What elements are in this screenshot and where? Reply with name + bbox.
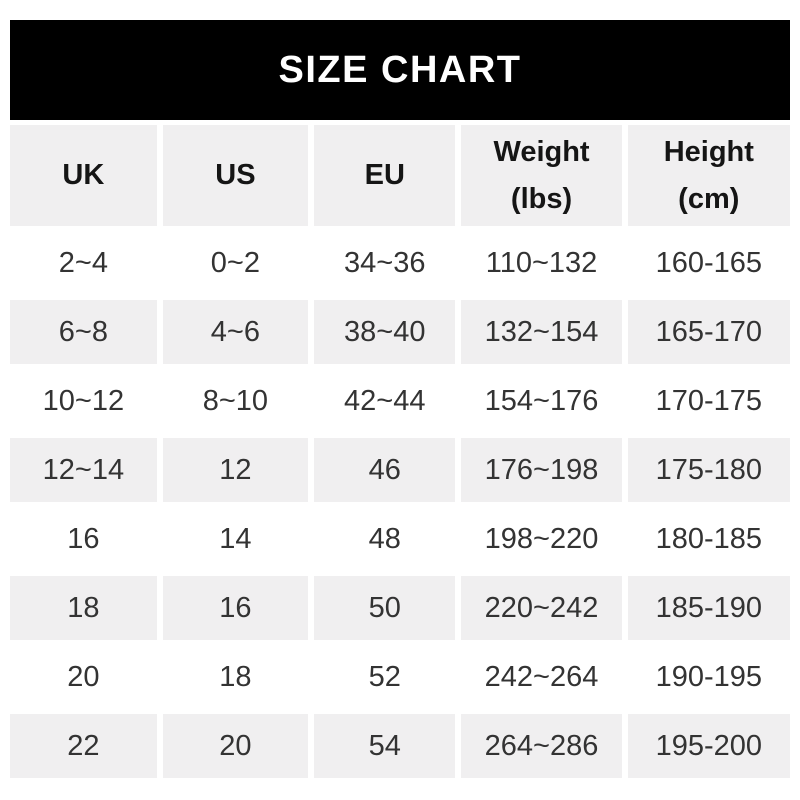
us-cell: 20 [156, 709, 312, 778]
col-header-height: Height (cm) [621, 125, 790, 229]
uk-cell: 20 [10, 640, 160, 712]
col-header-uk: UK [10, 125, 160, 229]
height-cell: 180-185 [621, 502, 790, 574]
us-cell: 4~6 [156, 295, 312, 367]
uk-cell: 18 [10, 571, 160, 643]
col-header-us: US [156, 125, 312, 229]
height-cell: 195-200 [621, 709, 790, 778]
us-cell: 0~2 [156, 226, 312, 298]
col-header-weight: Weight (lbs) [455, 125, 625, 229]
uk-cell: 22 [10, 709, 160, 778]
weight-cell: 132~154 [455, 295, 625, 367]
eu-cell: 42~44 [308, 364, 459, 436]
table-row: 18 16 50 220~242 185-190 [10, 571, 790, 643]
us-cell: 12 [156, 433, 312, 505]
uk-cell: 16 [10, 502, 160, 574]
weight-cell: 242~264 [455, 640, 625, 712]
us-cell: 8~10 [156, 364, 312, 436]
header-row: UK US EU Weight (lbs) Height (cm) [10, 125, 790, 229]
weight-cell: 264~286 [455, 709, 625, 778]
weight-cell: 110~132 [455, 226, 625, 298]
uk-cell: 10~12 [10, 364, 160, 436]
table-row: 16 14 48 198~220 180-185 [10, 502, 790, 574]
us-cell: 14 [156, 502, 312, 574]
height-cell: 175-180 [621, 433, 790, 505]
title-banner: SIZE CHART [10, 20, 790, 120]
table-row: 10~12 8~10 42~44 154~176 170-175 [10, 364, 790, 436]
us-cell: 18 [156, 640, 312, 712]
weight-cell: 220~242 [455, 571, 625, 643]
table-row: 12~14 12 46 176~198 175-180 [10, 433, 790, 505]
table-row: 20 18 52 242~264 190-195 [10, 640, 790, 712]
height-cell: 170-175 [621, 364, 790, 436]
uk-cell: 6~8 [10, 295, 160, 367]
eu-cell: 38~40 [308, 295, 459, 367]
weight-cell: 154~176 [455, 364, 625, 436]
eu-cell: 52 [308, 640, 459, 712]
weight-cell: 176~198 [455, 433, 625, 505]
height-cell: 190-195 [621, 640, 790, 712]
us-cell: 16 [156, 571, 312, 643]
col-header-eu: EU [308, 125, 459, 229]
weight-cell: 198~220 [455, 502, 625, 574]
eu-cell: 48 [308, 502, 459, 574]
eu-cell: 54 [308, 709, 459, 778]
table-row: 2~4 0~2 34~36 110~132 160-165 [10, 226, 790, 298]
table-row: 6~8 4~6 38~40 132~154 165-170 [10, 295, 790, 367]
eu-cell: 34~36 [308, 226, 459, 298]
height-cell: 185-190 [621, 571, 790, 643]
height-cell: 160-165 [621, 226, 790, 298]
eu-cell: 46 [308, 433, 459, 505]
height-cell: 165-170 [621, 295, 790, 367]
page-title: SIZE CHART [278, 48, 522, 91]
uk-cell: 12~14 [10, 433, 160, 505]
eu-cell: 50 [308, 571, 459, 643]
size-chart-table: UK US EU Weight (lbs) Height (cm) 2~4 0~… [10, 125, 790, 778]
uk-cell: 2~4 [10, 226, 160, 298]
table-row: 22 20 54 264~286 195-200 [10, 709, 790, 778]
